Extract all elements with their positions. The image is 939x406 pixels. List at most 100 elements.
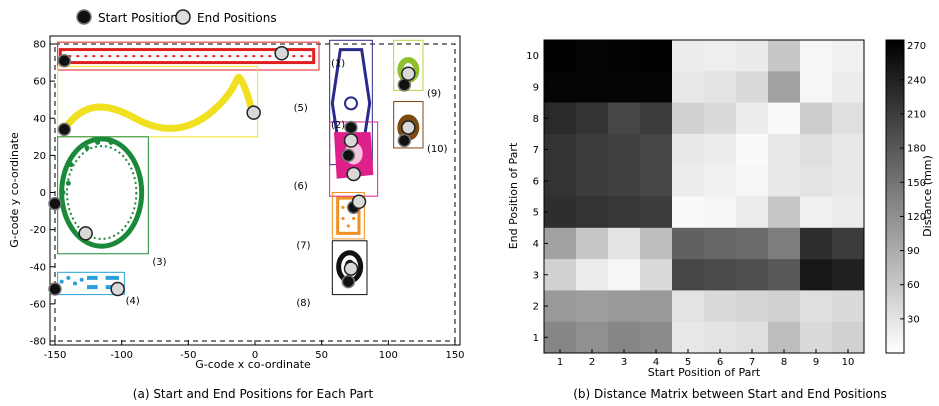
heatmap-cell — [576, 227, 609, 260]
colorbar-tick-label: 120 — [907, 212, 926, 223]
end-marker — [246, 105, 261, 120]
heatmap-cell — [576, 165, 609, 197]
heatmap-cell — [832, 321, 865, 354]
heatmap-cell — [800, 196, 833, 229]
y-tick-label: -60 — [30, 299, 46, 310]
heatmap-cell — [800, 227, 833, 260]
part-label: (5) — [294, 103, 308, 114]
y-tick-label: 0 — [40, 188, 46, 199]
x-tick-label: 50 — [315, 350, 328, 361]
heatmap-cell — [736, 102, 769, 135]
end-marker — [351, 194, 367, 210]
part-box-8 — [331, 240, 368, 296]
heatmap-cell — [640, 321, 673, 354]
part-5-center — [344, 96, 358, 111]
heatmap-cell — [768, 227, 801, 260]
part-box-1 — [57, 41, 320, 71]
x-tick-label: -150 — [44, 350, 67, 361]
part-label: (4) — [126, 296, 140, 307]
heatmap-cell — [832, 133, 865, 166]
heatmap-cell — [704, 259, 737, 291]
heatmap-cell — [576, 196, 609, 229]
colorbar-tick-label: 210 — [907, 109, 926, 120]
heatmap-cell — [544, 196, 577, 229]
heatmap-x-tick-label: 6 — [717, 357, 723, 368]
colorbar: 30 60 90 120 150 180 210 240 270 Distance (mm) — [885, 39, 934, 354]
colorbar-tick-label: 180 — [907, 144, 926, 155]
heatmap-cell — [544, 227, 577, 260]
heatmap-cell — [544, 40, 577, 72]
heatmap-cell — [800, 321, 833, 354]
bed-boundary — [54, 43, 456, 342]
part-3-dot — [84, 145, 90, 151]
heatmap-cell — [800, 133, 833, 166]
end-marker — [343, 133, 359, 148]
heatmap-cell — [832, 40, 865, 72]
part-label: (10) — [427, 144, 448, 155]
heatmap-cell — [544, 133, 577, 166]
heatmap-cell — [544, 165, 577, 197]
caption-right: (b) Distance Matrix between Start and En… — [573, 387, 887, 401]
heatmap-cell — [576, 321, 609, 354]
heatmap-cell — [672, 165, 705, 197]
start-marker — [341, 274, 356, 289]
heatmap-cell — [704, 102, 737, 135]
heatmap-cell — [608, 133, 641, 166]
heatmap-cell — [704, 40, 737, 72]
part-shapes — [57, 39, 424, 296]
colorbar-ticks: 30 60 90 120 150 180 210 240 270 — [900, 41, 926, 325]
heatmap-x-tick-label: 10 — [842, 357, 855, 368]
heatmap-cell — [800, 71, 833, 103]
part-label: (8) — [296, 298, 310, 309]
heatmap-cell — [704, 290, 737, 322]
part-4-dot — [73, 281, 77, 286]
heatmap-cell — [768, 259, 801, 291]
heatmap-cell — [608, 40, 641, 72]
end-marker — [401, 66, 416, 81]
heatmap-y-tick-label: 3 — [533, 270, 539, 281]
heatmap-x-tick-label: 8 — [781, 357, 787, 368]
part-label: (7) — [296, 240, 310, 251]
y-tick-label: 80 — [33, 40, 46, 51]
heatmap-cell — [640, 165, 673, 197]
scatter-ticks: -150 -100 -50 0 50 100 150 -80 -60 -40 -20 0 20 40 60 8… — [30, 40, 465, 362]
heatmap-cell — [704, 227, 737, 260]
colorbar-tick-label: 150 — [907, 178, 926, 189]
y-tick-label: 20 — [33, 151, 46, 162]
heatmap-cell — [608, 290, 641, 322]
legend-start-label: Start Positions — [98, 11, 184, 25]
legend-end-label: End Positions — [197, 11, 277, 25]
heatmap-cell — [608, 321, 641, 354]
heatmap-cell — [832, 290, 865, 322]
part-3-inner — [66, 145, 138, 240]
heatmap-cell — [736, 259, 769, 291]
y-tick-label: -80 — [30, 337, 46, 348]
heatmap-cell — [832, 259, 865, 291]
heatmap-cell — [736, 71, 769, 103]
part-3-dot — [68, 162, 74, 168]
heatmap-cell — [736, 165, 769, 197]
heatmap-cell — [640, 259, 673, 291]
heatmap-cell — [768, 321, 801, 354]
part-7-dot — [341, 205, 345, 209]
part-3-shape — [59, 136, 145, 249]
colorbar-tick-label: 60 — [907, 280, 920, 291]
part-label: (2) — [331, 120, 345, 131]
start-marker — [57, 122, 72, 137]
heatmap-cell — [576, 71, 609, 103]
heatmap-cell — [832, 227, 865, 260]
heatmap-x-tick-label: 7 — [749, 357, 755, 368]
heatmap-x-tick-label: 5 — [685, 357, 691, 368]
heatmap-cell — [544, 321, 577, 354]
heatmap-cell — [576, 102, 609, 135]
heatmap-cell — [800, 259, 833, 291]
heatmap-cell — [672, 227, 705, 260]
part-label: (3) — [152, 257, 166, 268]
heatmap-cell — [768, 102, 801, 135]
heatmap-y-tick-label: 9 — [533, 82, 539, 93]
heatmap-y-tick-label: 1 — [533, 333, 539, 344]
colorbar-gradient — [885, 39, 905, 354]
part-7-dot — [341, 216, 345, 221]
heatmap-cell — [576, 290, 609, 322]
